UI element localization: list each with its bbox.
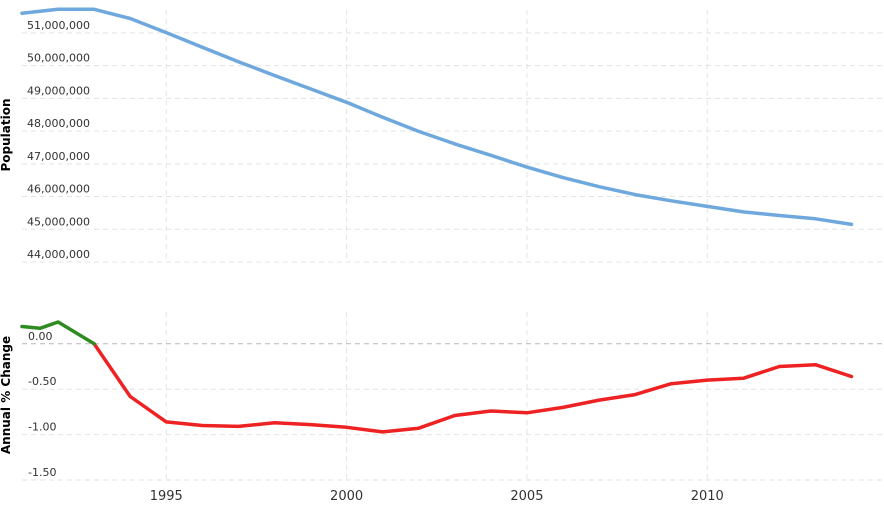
population-tick-label: 50,000,000 <box>27 52 90 65</box>
change-y-tick-labels: 0.00 -0.50 -1.00 -1.50 <box>28 330 56 479</box>
x-tick-label: 2005 <box>510 489 543 504</box>
x-tick-label: 2000 <box>330 489 363 504</box>
population-tick-label: 44,000,000 <box>27 248 90 261</box>
population-tick-label: 49,000,000 <box>27 84 90 97</box>
vertical-gridlines <box>165 10 708 480</box>
change-tick-label: -1.50 <box>28 466 56 479</box>
change-positive-line <box>20 320 96 346</box>
change-line-layer <box>20 320 854 434</box>
population-panel: 44,000,000 45,000,000 46,000,000 47,000,000… <box>0 7 884 263</box>
population-line-layer <box>20 7 854 227</box>
population-series-line <box>20 7 854 227</box>
population-y-tick-labels: 44,000,000 45,000,000 46,000,000 47,000,000… <box>27 19 90 261</box>
change-tick-label: -1.00 <box>28 421 56 434</box>
change-tick-label: -0.50 <box>28 375 56 388</box>
population-y-gridlines <box>22 32 884 263</box>
population-tick-label: 47,000,000 <box>27 150 90 163</box>
population-tick-label: 51,000,000 <box>27 19 90 32</box>
change-tick-label: 0.00 <box>28 330 53 343</box>
change-panel: 0.00 -0.50 -1.00 -1.50 Annual % Change <box>0 320 884 481</box>
x-tick-label: 1995 <box>150 489 183 504</box>
x-axis-tick-labels: 1995 2000 2005 2010 <box>150 489 724 504</box>
population-tick-label: 48,000,000 <box>27 117 90 130</box>
population-tick-label: 45,000,000 <box>27 215 90 228</box>
change-negative-line <box>92 342 854 434</box>
population-tick-label: 46,000,000 <box>27 183 90 196</box>
change-axis-title: Annual % Change <box>0 336 13 454</box>
x-tick-label: 2010 <box>691 489 724 504</box>
population-axis-title: Population <box>0 98 13 171</box>
